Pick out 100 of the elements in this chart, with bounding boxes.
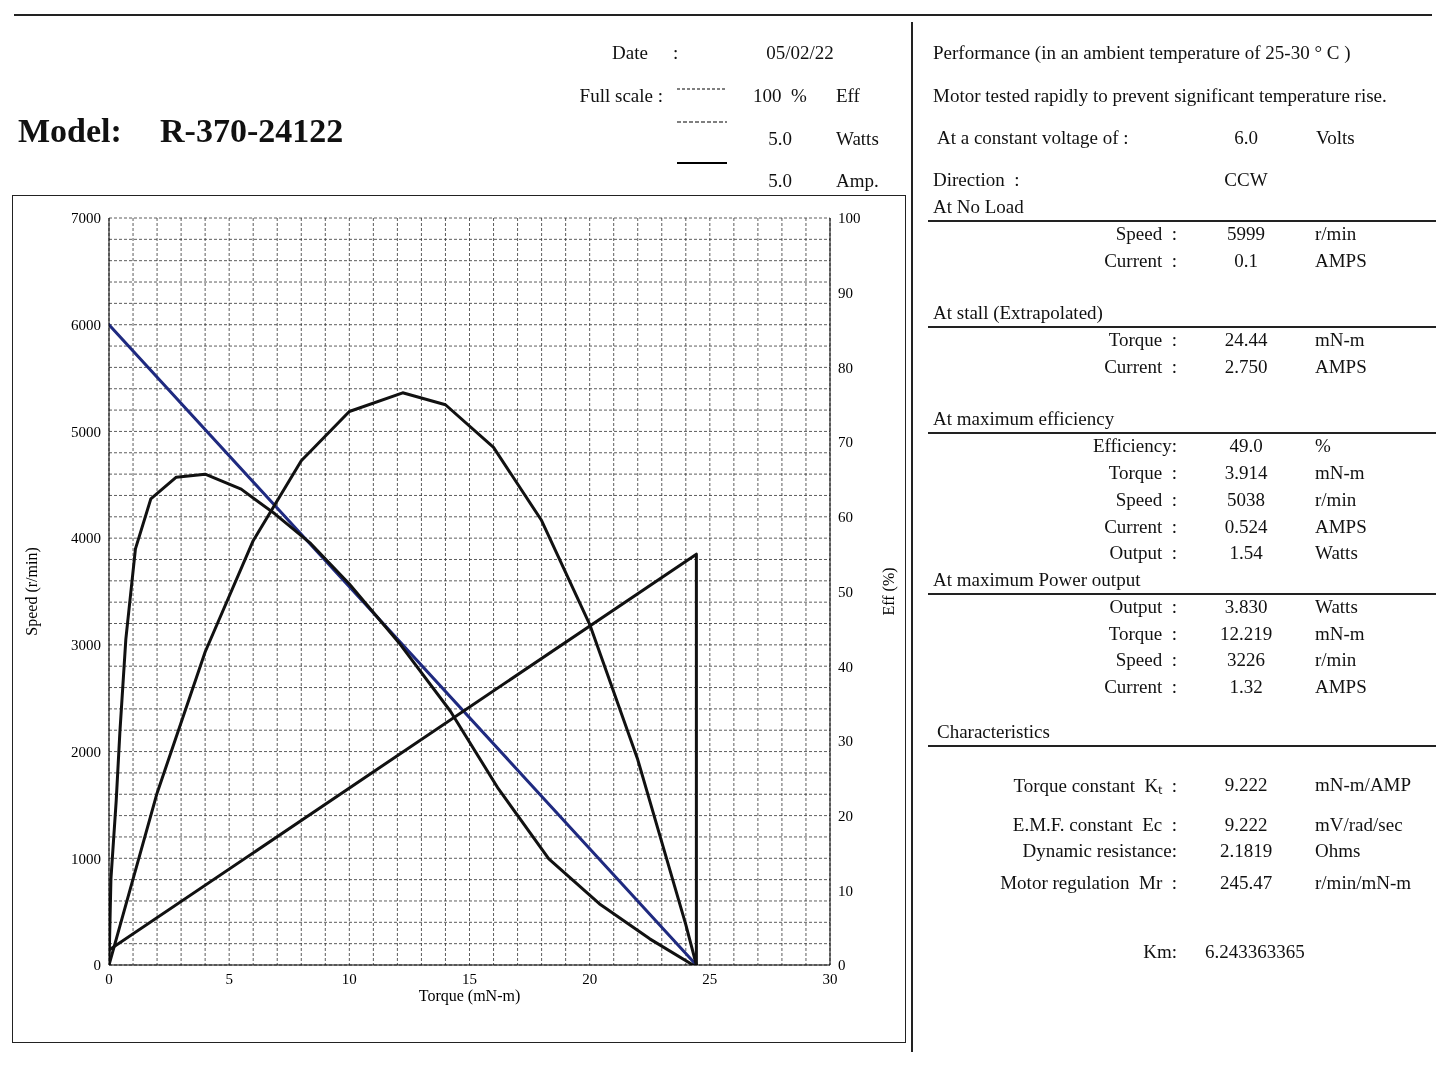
text: r/min	[1315, 223, 1357, 245]
text: Current :	[1104, 676, 1177, 698]
y-tick-label: 6000	[71, 317, 101, 334]
x-tick-label: 0	[105, 970, 113, 987]
text: r/min	[1315, 649, 1357, 671]
text: Performance (in an ambient temperature of 25-30 ° C )	[933, 42, 1351, 64]
y2-tick-label: 60	[838, 509, 853, 526]
text: Model:	[18, 112, 122, 150]
text: CCW	[1224, 169, 1268, 191]
text: mN-m	[1315, 462, 1365, 484]
text: 100 %	[753, 85, 807, 107]
text: 5.0	[768, 170, 792, 192]
y-tick-label: 2000	[71, 743, 101, 760]
text: 5999	[1227, 223, 1265, 245]
text: 6.243363365	[1205, 941, 1305, 963]
y2-tick-label: 0	[838, 957, 846, 974]
text: :	[673, 42, 679, 64]
text: AMPS	[1315, 676, 1367, 698]
x-tick-label: 30	[822, 970, 838, 987]
text: At maximum efficiency	[933, 408, 1115, 430]
text: Efficiency:	[1092, 435, 1177, 457]
x-axis-title: Torque (mN-m)	[418, 987, 521, 1005]
text: 3.914	[1224, 462, 1268, 484]
text: At maximum Power output	[933, 569, 1141, 591]
text: mV/rad/sec	[1315, 814, 1403, 836]
text: Torque constant Kₜ :	[1013, 774, 1177, 798]
text: Speed :	[1115, 489, 1177, 511]
text: Date	[612, 42, 648, 64]
text: 245.47	[1219, 872, 1273, 894]
text: 1.54	[1229, 542, 1263, 564]
x-tick-label: 10	[341, 970, 357, 987]
y2-tick-label: 10	[838, 882, 853, 899]
text: Torque :	[1108, 329, 1177, 351]
y2-tick-label: 30	[838, 733, 853, 750]
text: Watts	[836, 128, 879, 150]
text: AMPS	[1315, 250, 1367, 272]
y-tick-label: 7000	[71, 210, 101, 227]
text: Current :	[1104, 516, 1177, 538]
x-tick-label: 20	[582, 970, 598, 987]
text: 1.32	[1229, 676, 1263, 698]
text: At No Load	[933, 196, 1024, 218]
text: mN-m	[1315, 329, 1365, 351]
text: Output :	[1109, 596, 1177, 618]
text: Dynamic resistance:	[1022, 840, 1177, 862]
text: mN-m	[1315, 623, 1365, 645]
text: Motor regulation Mr :	[1000, 872, 1177, 894]
text: Eff	[836, 85, 860, 107]
y2-tick-label: 80	[838, 359, 853, 376]
y-tick-label: 5000	[71, 423, 101, 440]
text: Full scale :	[579, 85, 663, 107]
text: Output :	[1109, 542, 1177, 564]
y-axis-title: Speed (r/min)	[22, 547, 41, 636]
text: AMPS	[1315, 516, 1367, 538]
text: Watts	[1315, 542, 1358, 564]
y-tick-label: 0	[93, 957, 101, 974]
text: 3.830	[1224, 596, 1268, 618]
text: AMPS	[1315, 356, 1367, 378]
text: At a constant voltage of :	[937, 127, 1129, 149]
text: 5.0	[768, 128, 792, 150]
text: Characteristics	[937, 721, 1050, 743]
text: 0.1	[1234, 250, 1258, 272]
text: 2.1819	[1219, 840, 1273, 862]
y2-tick-label: 40	[838, 658, 853, 675]
text: R-370-24122	[160, 112, 344, 150]
text: Direction :	[933, 169, 1020, 191]
y2-tick-label: 20	[838, 807, 853, 824]
text: Current :	[1104, 250, 1177, 272]
x-tick-label: 25	[702, 970, 718, 987]
y-tick-label: 4000	[71, 530, 101, 547]
x-tick-label: 15	[462, 970, 477, 987]
text: 9.222	[1224, 774, 1268, 796]
text: Watts	[1315, 596, 1358, 618]
text: Motor tested rapidly to prevent significant temperature rise.	[933, 85, 1387, 107]
text: r/min	[1315, 489, 1357, 511]
text: Amp.	[836, 170, 879, 192]
text: Torque :	[1108, 623, 1177, 645]
text: Speed :	[1115, 223, 1177, 245]
text: 6.0	[1234, 127, 1258, 149]
y2-axis-title: Eff (%)	[879, 567, 898, 616]
text: Current :	[1104, 356, 1177, 378]
text: r/min/mN-m	[1315, 872, 1412, 894]
text: At stall (Extrapolated)	[933, 302, 1103, 324]
x-tick-label: 5	[225, 970, 233, 987]
text: Ohms	[1315, 840, 1361, 862]
y-tick-label: 1000	[71, 850, 101, 867]
y2-tick-label: 70	[838, 434, 853, 451]
text: 49.0	[1229, 435, 1263, 457]
y2-tick-label: 90	[838, 285, 853, 302]
text: 05/02/22	[766, 42, 834, 64]
y2-tick-label: 100	[838, 210, 861, 227]
y-tick-label: 3000	[71, 637, 101, 654]
text: Km:	[1143, 941, 1177, 963]
text: mN-m/AMP	[1315, 774, 1412, 796]
text: 12.219	[1219, 623, 1273, 645]
text: 9.222	[1224, 814, 1268, 836]
text: Torque :	[1108, 462, 1177, 484]
text: 3226	[1227, 649, 1265, 671]
text: Volts	[1316, 127, 1355, 149]
text: 0.524	[1224, 516, 1268, 538]
text: Speed :	[1115, 649, 1177, 671]
